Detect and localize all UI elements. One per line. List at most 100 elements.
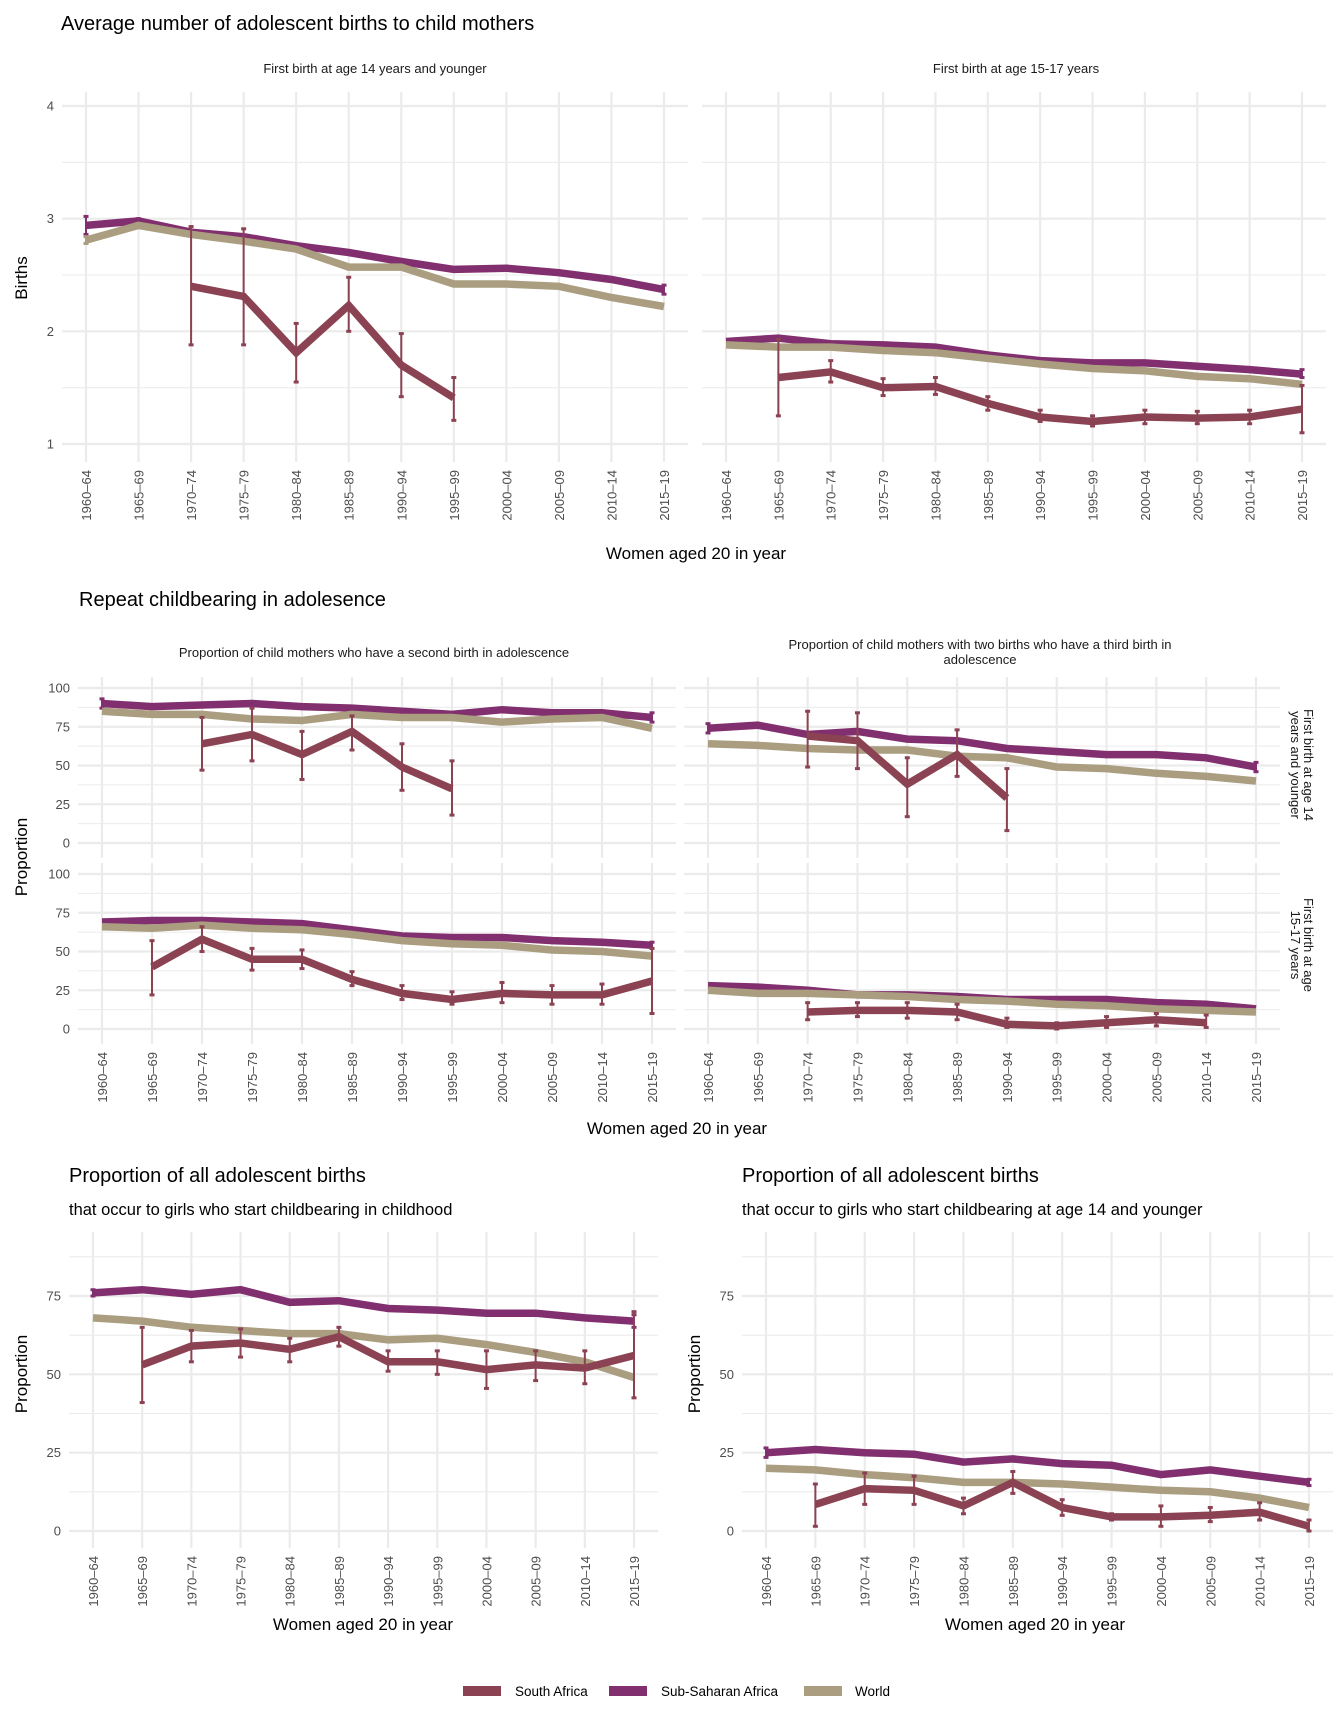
x-axis-title-prop-14: Women aged 20 in year bbox=[945, 1615, 1126, 1634]
legend-swatch-south-africa bbox=[463, 1686, 501, 1696]
x-tick-label: 1980–84 bbox=[283, 1556, 298, 1607]
x-tick-label: 1960–64 bbox=[95, 1052, 110, 1103]
x-tick-label: 1970–74 bbox=[184, 1556, 199, 1607]
series-sub-saharan-africa bbox=[705, 721, 1259, 774]
error-bar-south-africa bbox=[238, 1327, 244, 1359]
error-bar-sub-saharan-africa bbox=[83, 214, 89, 236]
strip-title-line2: adolescence bbox=[944, 652, 1017, 667]
series-south-africa bbox=[199, 706, 455, 817]
error-bar-south-africa bbox=[904, 1001, 910, 1020]
legend-label-south-africa: South Africa bbox=[515, 1684, 588, 1699]
error-bar-south-africa bbox=[434, 1349, 440, 1376]
x-tick-label: 1980–84 bbox=[928, 470, 943, 521]
series-line-south-africa bbox=[201, 727, 454, 793]
x-tick-label: 2000–04 bbox=[479, 1556, 494, 1607]
x-tick-label: 2005–09 bbox=[1190, 470, 1205, 521]
series-world bbox=[725, 341, 1303, 389]
x-tick-label: 2000–04 bbox=[495, 1052, 510, 1103]
x-tick-label: 1990–94 bbox=[395, 1052, 410, 1103]
error-bar-sub-saharan-africa bbox=[1299, 368, 1305, 380]
x-tick-label: 1995–99 bbox=[447, 470, 462, 521]
x-tick-label: 1985–89 bbox=[950, 1052, 965, 1103]
strip-title: First birth at age 14 years and younger bbox=[263, 61, 487, 76]
error-bar-south-africa bbox=[880, 377, 886, 398]
series-south-africa bbox=[149, 925, 655, 1015]
x-tick-label: 1975–79 bbox=[850, 1052, 865, 1103]
x-tick-label: 2015–19 bbox=[1302, 1556, 1317, 1607]
error-bar-sub-saharan-africa bbox=[661, 283, 667, 296]
x-tick-label: 2010–14 bbox=[595, 1052, 610, 1103]
error-bar-south-africa bbox=[287, 1336, 293, 1364]
strip-right-line1: First birth at age 14 bbox=[1301, 709, 1316, 821]
error-bar-south-africa bbox=[241, 227, 247, 347]
error-bar-south-africa bbox=[533, 1349, 539, 1383]
error-bar-south-africa bbox=[249, 946, 255, 972]
error-bar-south-africa bbox=[805, 709, 811, 769]
series-south-africa bbox=[812, 1469, 1312, 1533]
y-tick-label: 50 bbox=[56, 758, 70, 773]
y-axis-title-repeat: Proportion bbox=[12, 818, 31, 896]
y-tick-label: 0 bbox=[63, 836, 70, 851]
y-tick-label: 75 bbox=[720, 1289, 734, 1304]
error-bar-south-africa bbox=[954, 1002, 960, 1022]
error-bar-south-africa bbox=[1299, 383, 1305, 435]
y-tick-label: 25 bbox=[47, 1445, 61, 1460]
x-tick-label: 1960–64 bbox=[79, 470, 94, 521]
series-sub-saharan-africa bbox=[763, 1445, 1312, 1488]
error-bar-south-africa bbox=[399, 742, 405, 792]
series-line-south-africa bbox=[190, 282, 456, 401]
error-bar-south-africa bbox=[649, 946, 655, 1015]
y-tick-label: 25 bbox=[56, 983, 70, 998]
x-tick-label: 2015–19 bbox=[645, 1052, 660, 1103]
x-tick-label: 1960–64 bbox=[86, 1556, 101, 1607]
error-bar-south-africa bbox=[775, 337, 781, 418]
error-bar-sub-saharan-africa bbox=[649, 711, 655, 724]
error-bar-south-africa bbox=[932, 376, 938, 396]
series-south-africa bbox=[188, 225, 457, 422]
x-tick-label: 1975–79 bbox=[907, 1556, 922, 1607]
error-bar-south-africa bbox=[812, 1482, 818, 1528]
panel-p1: 1 2 3 4 1960–64 1965–69 1970–74 1975–79 1980–84 1… bbox=[47, 61, 688, 521]
error-bar-south-africa bbox=[1247, 408, 1253, 426]
x-tick-label: 1990–94 bbox=[1055, 1556, 1070, 1607]
error-bar-south-africa bbox=[1158, 1504, 1164, 1528]
y-tick-label: 0 bbox=[54, 1524, 61, 1539]
y-tick-label: 100 bbox=[48, 867, 70, 882]
section-title-prop-14: Proportion of all adolescent births bbox=[742, 1165, 1039, 1187]
error-bar-south-africa bbox=[1257, 1501, 1263, 1522]
x-tick-label: 1985–89 bbox=[981, 470, 996, 521]
series-line-world bbox=[707, 740, 1257, 785]
error-bar-south-africa bbox=[828, 359, 834, 384]
section-title-avg-births: Average number of adolescent births to c… bbox=[61, 13, 534, 35]
series-line-world bbox=[707, 986, 1257, 1016]
error-bar-south-africa bbox=[985, 395, 991, 412]
error-bar-south-africa bbox=[582, 1349, 588, 1386]
y-axis-title-prop-child: Proportion bbox=[12, 1335, 31, 1413]
x-tick-label: 1965–69 bbox=[132, 470, 147, 521]
error-bar-south-africa bbox=[1090, 414, 1096, 428]
x-tick-label: 1980–84 bbox=[289, 470, 304, 521]
panel-p3: 0 25 50 75 100 Proportion of child mothers wh… bbox=[48, 645, 676, 858]
x-tick-label: 1995–99 bbox=[445, 1052, 460, 1103]
error-bar-sub-saharan-africa bbox=[1306, 1477, 1312, 1488]
x-tick-label: 2000–04 bbox=[1154, 1556, 1169, 1607]
series-line-sub-saharan-africa bbox=[765, 1445, 1310, 1487]
x-tick-label: 2005–09 bbox=[552, 470, 567, 521]
error-bar-south-africa bbox=[549, 984, 555, 1006]
x-tick-label: 1965–69 bbox=[808, 1556, 823, 1607]
error-bar-south-africa bbox=[199, 715, 205, 772]
section-title-repeat: Repeat childbearing in adolesence bbox=[79, 589, 386, 611]
x-tick-label: 1975–79 bbox=[234, 1556, 249, 1607]
x-tick-label: 2000–04 bbox=[499, 470, 514, 521]
error-bar-south-africa bbox=[451, 376, 457, 422]
x-tick-label: 1980–84 bbox=[956, 1556, 971, 1607]
error-bar-south-africa bbox=[862, 1471, 868, 1506]
series-world bbox=[92, 1314, 636, 1382]
x-tick-label: 1975–79 bbox=[876, 470, 891, 521]
error-bar-south-africa bbox=[188, 225, 194, 347]
error-bar-south-africa bbox=[1054, 1021, 1060, 1031]
error-bar-south-africa bbox=[805, 1001, 811, 1022]
x-tick-label: 1995–99 bbox=[430, 1556, 445, 1607]
x-tick-label: 1995–99 bbox=[1086, 470, 1101, 521]
error-bar-south-africa bbox=[854, 1001, 860, 1019]
